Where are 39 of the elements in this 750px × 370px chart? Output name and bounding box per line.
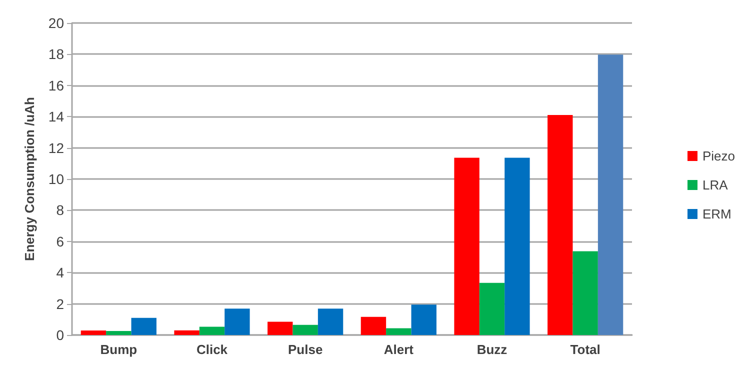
y-tick-label: 12 [48, 140, 64, 156]
bar [504, 158, 530, 335]
y-tick-label: 20 [48, 15, 64, 31]
x-tick-label: Bump [100, 342, 138, 357]
y-tick-label: 2 [56, 296, 64, 312]
y-axis-title: Energy Consumption /uAh [22, 96, 37, 261]
legend-label: ERM [702, 206, 732, 222]
bar [411, 304, 436, 335]
y-tick-label: 14 [48, 108, 64, 125]
y-tick-label: 10 [48, 171, 64, 187]
x-tick-label: Click [196, 342, 228, 357]
bar [268, 322, 293, 335]
y-tick-label: 8 [56, 202, 64, 218]
bar [131, 318, 156, 335]
x-tick-label: Total [570, 342, 600, 357]
bar [548, 115, 573, 335]
bar [292, 324, 318, 335]
bar [80, 330, 106, 335]
y-tick-label: 16 [48, 77, 64, 94]
bar [572, 251, 598, 335]
bar [224, 308, 250, 335]
bar [199, 326, 225, 335]
bar [386, 328, 412, 335]
bar [318, 308, 344, 335]
bar [479, 282, 505, 335]
y-tick-label: 18 [48, 46, 64, 62]
bar [174, 330, 200, 335]
bar [454, 158, 480, 335]
y-tick-label: 4 [56, 264, 64, 281]
bar [598, 54, 624, 335]
y-tick-label: 0 [56, 327, 64, 343]
bar [360, 316, 386, 335]
y-tick-label: 6 [56, 233, 64, 250]
legend-label: LRA [702, 178, 728, 192]
x-tick-label: Buzz [476, 342, 508, 357]
bar [106, 330, 132, 335]
x-tick-label: Alert [384, 342, 414, 357]
legend-label: Piezo [702, 148, 736, 164]
x-tick-label: Pulse [288, 342, 323, 357]
